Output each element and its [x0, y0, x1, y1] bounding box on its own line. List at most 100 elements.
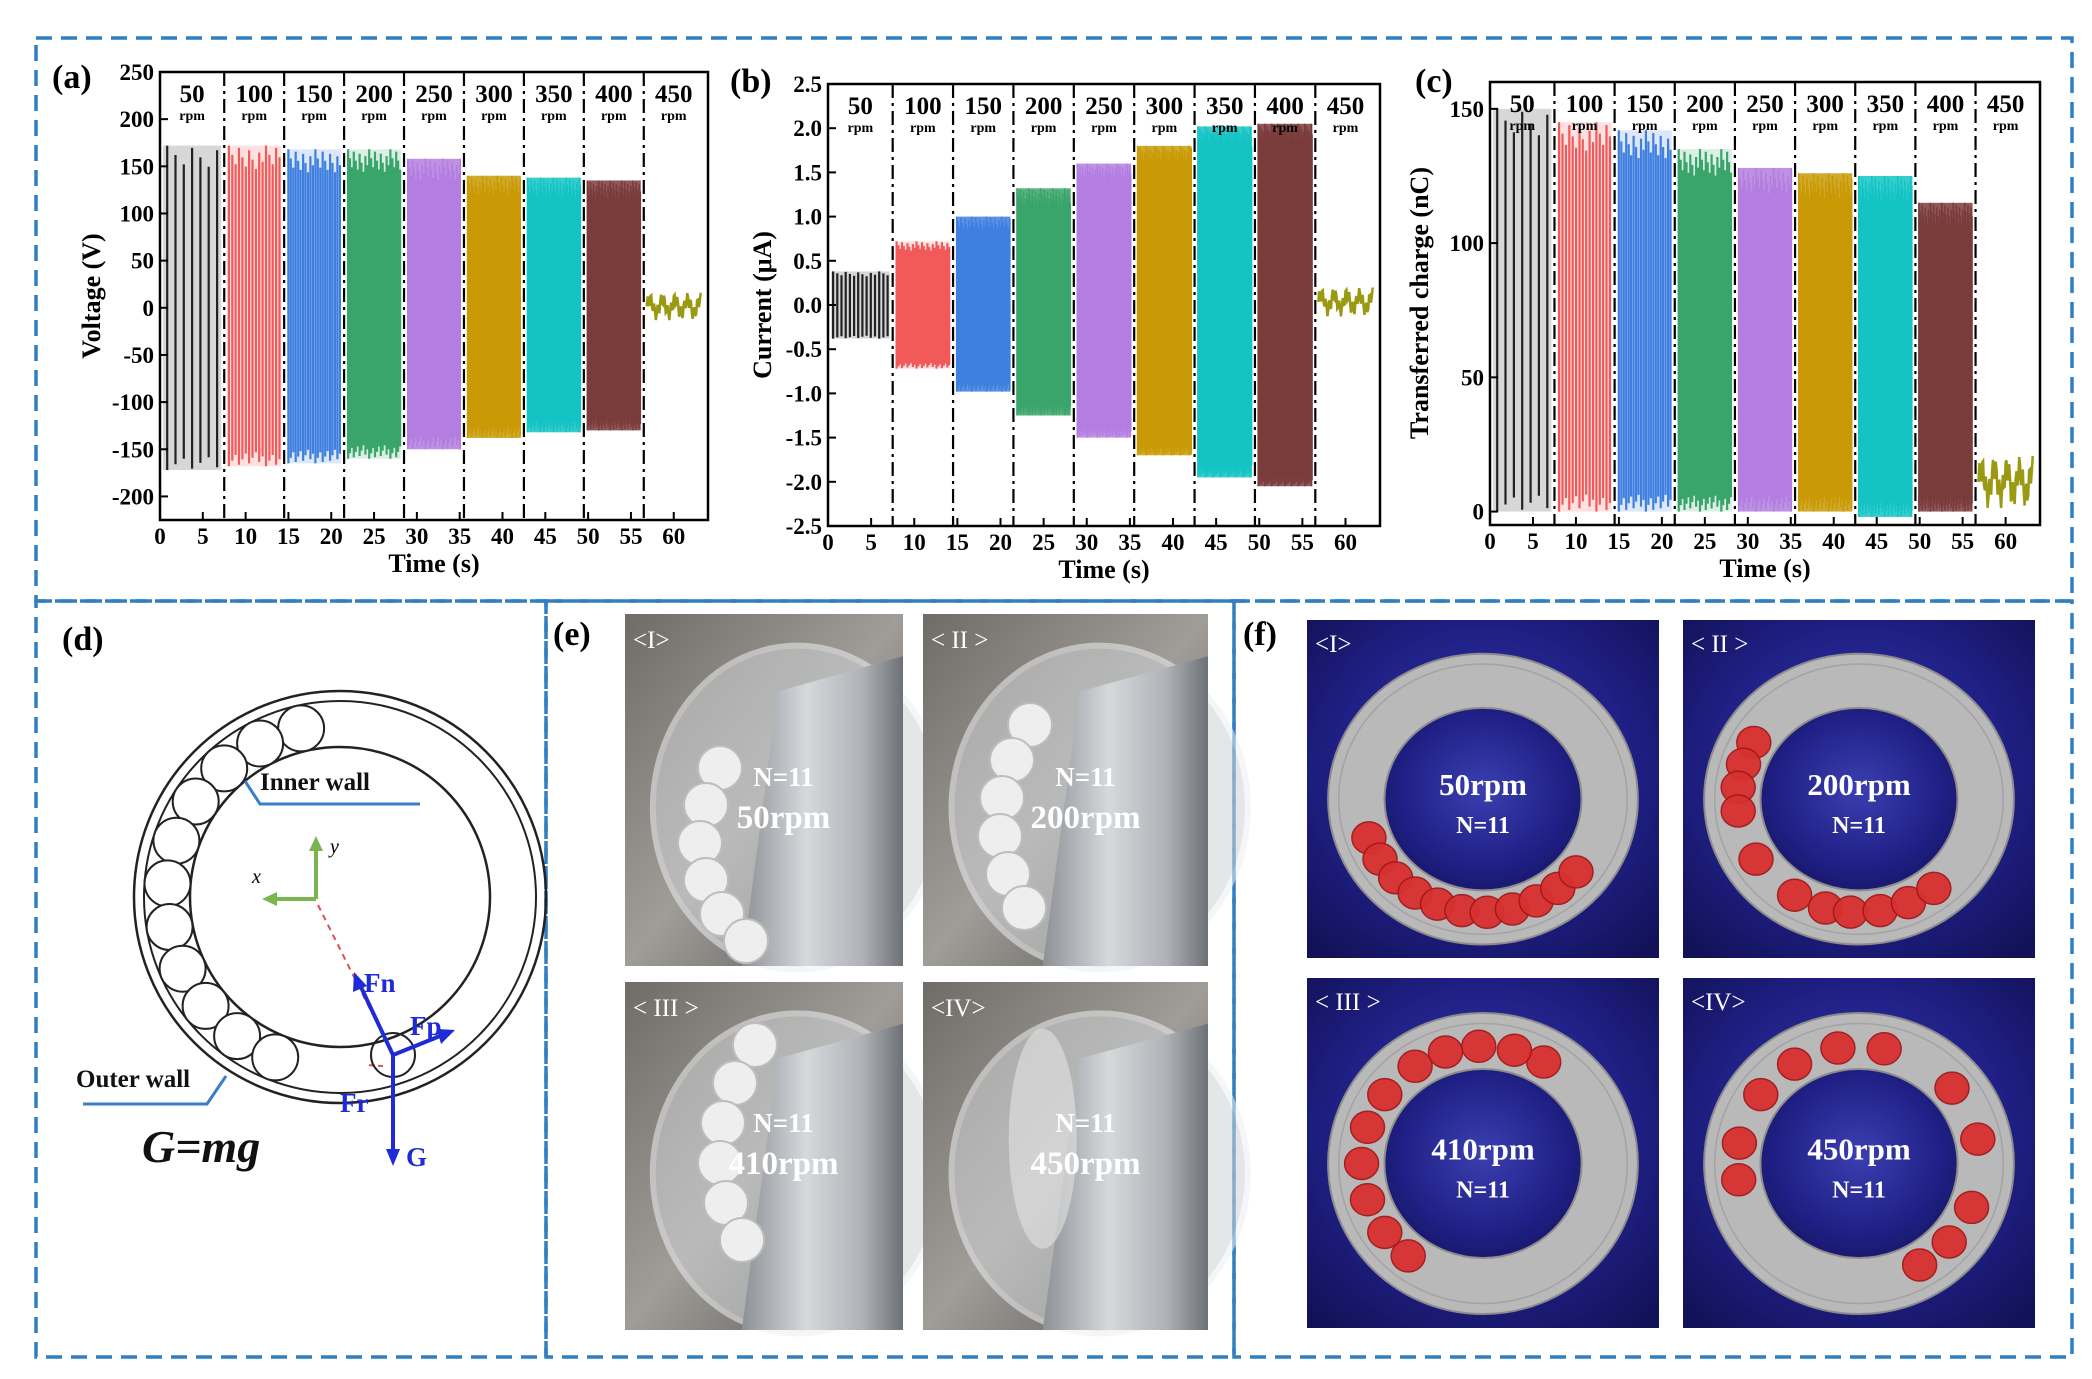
ball-count: N=11 [1055, 762, 1115, 792]
panel-d-label: (d) [62, 621, 104, 658]
speed-label-50: 50 [1510, 91, 1535, 118]
photo-3: < III > N=11 410rpm [625, 982, 945, 1337]
sim-ball [1820, 1031, 1856, 1065]
sim-ball [1427, 1035, 1464, 1069]
speed-label-450: 450 [1327, 93, 1365, 120]
speed-unit-100: rpm [1572, 119, 1598, 134]
shaft-cylinder [1042, 1023, 1208, 1330]
y-tick-label: -0.5 [786, 337, 822, 362]
y-axis-label: Transferred charge (nC) [1405, 167, 1434, 439]
speed-unit-350: rpm [1872, 119, 1898, 134]
x-tick-label: 5 [197, 524, 209, 549]
y-tick-label: 100 [1450, 231, 1485, 256]
sim-ball [1397, 1049, 1433, 1084]
y-tick-label: -1.0 [786, 381, 822, 406]
x-tick-label: 35 [1118, 530, 1141, 555]
ball [732, 1022, 778, 1068]
x-tick-label: 45 [534, 524, 557, 549]
speed-unit-150: rpm [301, 109, 327, 124]
speed-unit-400: rpm [1272, 121, 1298, 136]
shaft-cylinder [1042, 656, 1208, 966]
signal-trace-300 [1798, 173, 1853, 512]
y-tick-label: 150 [120, 154, 155, 179]
axis-x-label: x [251, 866, 261, 888]
signal-trace-200 [1016, 188, 1072, 416]
sim-ball [1776, 878, 1813, 912]
sim-ball [1743, 1077, 1779, 1112]
speed-unit-250: rpm [421, 109, 447, 124]
speed-label-100: 100 [904, 93, 942, 120]
x-tick-label: 10 [234, 524, 257, 549]
y-tick-label: 0 [1473, 500, 1485, 525]
y-tick-label: -50 [123, 343, 154, 368]
sim-ball [1461, 1029, 1497, 1064]
radius-dashed-line [317, 904, 389, 1046]
signal-trace-400 [1257, 123, 1313, 487]
speed-unit-350: rpm [1212, 121, 1238, 136]
x-tick-label: 50 [1908, 529, 1931, 554]
signal-trace-400 [1918, 202, 1973, 512]
speed-unit-100: rpm [241, 109, 267, 124]
photo-tag: < III > [633, 995, 699, 1022]
speed-unit-300: rpm [1152, 121, 1178, 136]
ball-chain [143, 704, 326, 1082]
y-tick-label: -1.5 [786, 426, 822, 451]
sim-ball [1866, 1032, 1902, 1066]
speed-unit-150: rpm [970, 121, 996, 136]
photo-1: <I> N=11 50rpm [625, 614, 945, 973]
ball [171, 777, 220, 826]
speed-label-250: 250 [415, 81, 453, 108]
ball-count: N=11 [753, 1108, 813, 1138]
speed-label-250: 250 [1746, 91, 1784, 118]
signal-trace-350 [1197, 126, 1253, 478]
outer-wall-inner-circle [143, 700, 537, 1094]
speed-unit-50: rpm [848, 121, 874, 136]
rotation-speed: 410rpm [728, 1146, 838, 1182]
rotation-speed: 200rpm [1030, 800, 1140, 836]
signal-trace-400 [586, 180, 642, 431]
y-tick-label: 2.0 [793, 116, 822, 141]
fp-arrowhead [437, 1029, 455, 1044]
ball [143, 859, 192, 908]
gravity-equation: G=mg [142, 1121, 260, 1172]
y-axis-label: Voltage (V) [77, 233, 106, 358]
panel-label: (c) [1415, 63, 1453, 100]
x-tick-label: 10 [903, 530, 926, 555]
y-tick-label: 2.5 [793, 72, 822, 97]
signal-trace-50 [166, 145, 219, 470]
speed-label-400: 400 [1927, 91, 1965, 118]
photo-tag: <IV> [931, 995, 986, 1022]
ball [152, 816, 201, 865]
ball-count: N=11 [753, 762, 813, 792]
x-tick-label: 35 [448, 524, 471, 549]
sim-tag: <IV> [1691, 989, 1746, 1016]
speed-unit-300: rpm [1812, 119, 1838, 134]
force-g-label: G [406, 1142, 427, 1172]
photo-4: <IV> N=11 450rpm [923, 982, 1251, 1337]
x-tick-label: 55 [1291, 530, 1314, 555]
sim-ball [1738, 842, 1774, 876]
speed-label-150: 150 [1626, 91, 1664, 118]
inner-wall-circle [188, 745, 492, 1049]
x-tick-label: 45 [1865, 529, 1888, 554]
chart-current: (b)50rpm100rpm150rpm200rpm250rpm300rpm35… [730, 63, 1382, 584]
y-tick-label: 100 [120, 201, 155, 226]
ball-count: N=11 [1055, 1108, 1115, 1138]
sim-speed: 50rpm [1439, 767, 1527, 802]
signal-trace-250 [407, 158, 461, 450]
speed-label-400: 400 [1266, 93, 1304, 120]
speed-label-300: 300 [1146, 93, 1184, 120]
signal-trace-200 [1677, 149, 1733, 512]
panel-label: (b) [730, 63, 772, 100]
signal-trace-150 [955, 216, 1011, 392]
outer-wall-outer-circle [132, 689, 548, 1105]
signal-trace-100 [1558, 122, 1611, 512]
inner-hole [1759, 1068, 1959, 1259]
simulation-4: <IV> 450rpm N=11 [1683, 978, 2035, 1328]
chart-charge: (c)50rpm100rpm150rpm200rpm250rpm300rpm35… [1405, 63, 2042, 583]
rotation-speed: 50rpm [737, 800, 831, 836]
speed-label-150: 150 [295, 81, 333, 108]
x-tick-label: 55 [619, 524, 642, 549]
inner-wall-label: Inner wall [260, 769, 370, 796]
